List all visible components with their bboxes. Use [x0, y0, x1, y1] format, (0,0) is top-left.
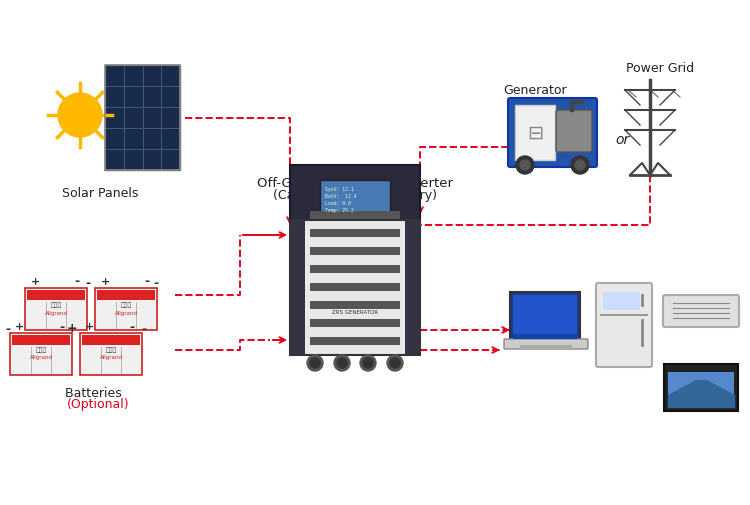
- Text: -: -: [154, 277, 158, 289]
- FancyBboxPatch shape: [663, 295, 739, 327]
- Circle shape: [516, 156, 534, 174]
- Text: -: -: [5, 323, 10, 335]
- FancyBboxPatch shape: [603, 292, 640, 310]
- Text: -: -: [59, 321, 64, 333]
- Text: +: +: [15, 322, 25, 332]
- Text: -: -: [142, 323, 146, 335]
- Text: ⊟: ⊟: [526, 124, 543, 142]
- FancyBboxPatch shape: [405, 220, 420, 355]
- Text: 蓄电池: 蓄电池: [120, 302, 132, 308]
- FancyBboxPatch shape: [25, 288, 87, 330]
- FancyBboxPatch shape: [290, 220, 420, 355]
- Circle shape: [363, 358, 373, 368]
- Circle shape: [334, 355, 350, 371]
- FancyBboxPatch shape: [290, 165, 420, 225]
- Circle shape: [337, 358, 347, 368]
- Text: -: -: [130, 321, 134, 333]
- FancyBboxPatch shape: [97, 290, 155, 300]
- Circle shape: [575, 160, 585, 170]
- FancyBboxPatch shape: [27, 290, 85, 300]
- FancyBboxPatch shape: [82, 335, 140, 345]
- Text: AC Loads: AC Loads: [596, 357, 654, 370]
- FancyBboxPatch shape: [95, 288, 157, 330]
- Circle shape: [307, 355, 323, 371]
- Text: +: +: [100, 277, 109, 287]
- Text: Allgrand: Allgrand: [29, 356, 52, 361]
- FancyBboxPatch shape: [310, 265, 400, 273]
- Text: or: or: [615, 133, 629, 147]
- FancyBboxPatch shape: [310, 319, 400, 327]
- FancyBboxPatch shape: [508, 98, 597, 167]
- Text: Allgrand: Allgrand: [100, 356, 122, 361]
- FancyBboxPatch shape: [596, 283, 652, 367]
- FancyBboxPatch shape: [310, 283, 400, 291]
- FancyBboxPatch shape: [80, 333, 142, 375]
- Text: Allgrand: Allgrand: [44, 311, 68, 316]
- FancyBboxPatch shape: [310, 247, 400, 255]
- Circle shape: [390, 358, 400, 368]
- FancyBboxPatch shape: [668, 372, 734, 407]
- Text: (Optional): (Optional): [67, 398, 129, 411]
- FancyBboxPatch shape: [513, 295, 577, 339]
- Text: Power Grid: Power Grid: [626, 62, 694, 75]
- FancyBboxPatch shape: [320, 180, 390, 215]
- FancyBboxPatch shape: [310, 337, 400, 345]
- FancyBboxPatch shape: [290, 220, 305, 355]
- FancyBboxPatch shape: [556, 110, 592, 152]
- Text: BatV:  12.4: BatV: 12.4: [325, 194, 357, 199]
- Text: (Can work withou battery): (Can work withou battery): [273, 189, 437, 202]
- Text: +: +: [67, 323, 77, 335]
- FancyBboxPatch shape: [510, 292, 580, 342]
- Text: Off-Grid Hybrid Solar Inverter: Off-Grid Hybrid Solar Inverter: [257, 177, 453, 190]
- Text: Solar Panels: Solar Panels: [62, 187, 138, 200]
- Text: +: +: [86, 322, 94, 332]
- Text: Temp: 25.2: Temp: 25.2: [325, 208, 354, 213]
- FancyBboxPatch shape: [520, 345, 572, 350]
- Text: 蓄电池: 蓄电池: [50, 302, 62, 308]
- Text: -: -: [145, 276, 149, 288]
- Circle shape: [520, 160, 530, 170]
- Circle shape: [310, 358, 320, 368]
- Text: +: +: [30, 277, 40, 287]
- Text: Batteries: Batteries: [64, 387, 125, 400]
- FancyBboxPatch shape: [310, 211, 400, 219]
- FancyBboxPatch shape: [515, 105, 555, 160]
- Text: Load: 0.0: Load: 0.0: [325, 201, 351, 206]
- Text: 蓄电池: 蓄电池: [105, 347, 117, 353]
- Text: Allgrand: Allgrand: [115, 311, 137, 316]
- Circle shape: [360, 355, 376, 371]
- Text: SysV: 12.1: SysV: 12.1: [325, 187, 354, 192]
- Circle shape: [58, 93, 102, 137]
- FancyBboxPatch shape: [664, 364, 738, 411]
- Text: -: -: [74, 276, 80, 288]
- FancyBboxPatch shape: [12, 335, 70, 345]
- FancyBboxPatch shape: [310, 229, 400, 237]
- FancyBboxPatch shape: [513, 334, 577, 339]
- Text: -: -: [86, 277, 91, 289]
- FancyBboxPatch shape: [105, 65, 180, 170]
- Circle shape: [387, 355, 403, 371]
- FancyBboxPatch shape: [10, 333, 72, 375]
- FancyBboxPatch shape: [504, 339, 588, 349]
- FancyBboxPatch shape: [310, 301, 400, 309]
- Text: Generator: Generator: [503, 84, 567, 97]
- Text: ZRS GENERATOR: ZRS GENERATOR: [332, 311, 378, 316]
- Circle shape: [571, 156, 589, 174]
- Text: 蓄电池: 蓄电池: [35, 347, 46, 353]
